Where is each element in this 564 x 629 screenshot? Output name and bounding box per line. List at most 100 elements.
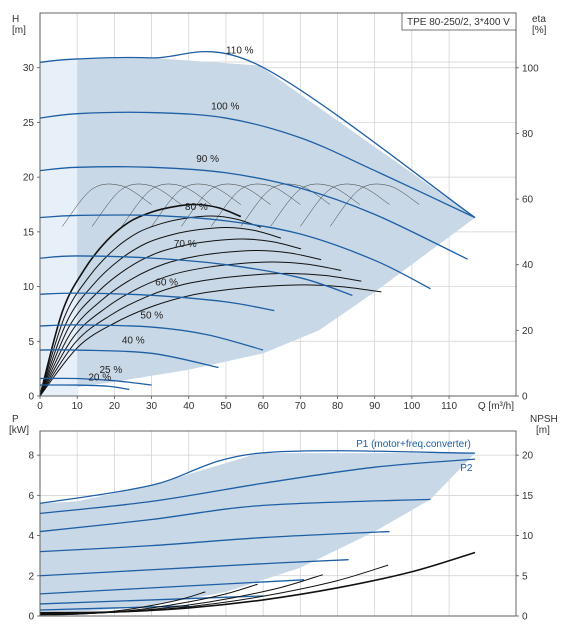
power-curve-line: [39, 559, 349, 577]
power-curve-line: [39, 498, 431, 533]
speed-curve-label: 40 %: [122, 335, 145, 346]
y-right-tick-label: 0: [522, 392, 528, 403]
x-axis-label: Q [m³/h]: [478, 401, 514, 412]
speed-curve-labels: 110 % 100 % 90 % 80 % 70 % 60 % 50 % 40 % 25 %20…: [88, 45, 253, 383]
x-tick-label: 50: [220, 401, 232, 412]
x-tick-label: 60: [258, 401, 270, 412]
power-chart-axes: 0 2 4 6 8 0 5 10 15 20 P[kW] NPSH[m]: [9, 414, 558, 623]
y-tick-label: 10: [23, 282, 35, 293]
y-right-tick-label: 60: [522, 195, 534, 206]
head-chart-axes: 0 5 10 15 20 25 30 0 20 40 60 80 100 0 10 20 30 40 50 60 70 8…: [12, 12, 547, 412]
speed-curve-line: [39, 255, 353, 296]
y-right-axis-unit: [m]: [536, 425, 550, 436]
x-tick-label: 20: [109, 401, 121, 412]
efficiency-line: [39, 215, 262, 397]
power-chart: 0 2 4 6 8 0 5 10 15 20 P[kW] NPSH[m] P1 (motor+freq…: [9, 414, 558, 623]
power-curve-line: [39, 450, 476, 505]
efficiency-arc: [91, 183, 182, 227]
speed-curves: [39, 51, 476, 391]
y-tick-label: 6: [28, 491, 34, 502]
x-tick-label: 30: [146, 401, 158, 412]
y-right-tick-label: 20: [522, 326, 534, 337]
x-tick-label: 40: [183, 401, 195, 412]
y-tick-label: 20: [23, 173, 35, 184]
y-right-tick-label: 20: [522, 451, 534, 462]
speed-curve-line: [39, 324, 264, 351]
efficiency-line: [39, 226, 282, 397]
speed-curve-label: 20 %: [88, 373, 111, 384]
efficiency-arc: [151, 183, 241, 227]
y-axis-unit: [kW]: [9, 425, 29, 436]
y-axis-label: H: [12, 14, 19, 25]
efficiency-arc: [270, 183, 360, 227]
y-right-tick-label: 0: [522, 612, 528, 623]
y-tick-label: 8: [28, 451, 34, 462]
efficiency-line: [39, 272, 362, 397]
y-right-tick-label: 80: [522, 129, 534, 140]
y-right-tick-label: 15: [522, 491, 534, 502]
plot-frame: [39, 12, 517, 397]
low-flow-region: [40, 58, 78, 397]
power-curve-line: [39, 530, 390, 553]
speed-curve-label: 70 %: [174, 239, 197, 250]
speed-curve-label: 25 %: [100, 365, 123, 376]
speed-curve-line: [39, 51, 476, 219]
speed-curve-label: 100 %: [211, 101, 239, 112]
speed-curve-line: [39, 377, 152, 386]
x-tick-label: 70: [295, 401, 307, 412]
power-curve-line: [39, 605, 189, 611]
speed-curve-label: 60 %: [155, 277, 178, 288]
speed-curve-line: [39, 166, 468, 260]
y-tick-label: 0: [28, 612, 34, 623]
y-tick-label: 2: [28, 571, 34, 582]
efficiency-line: [39, 261, 342, 397]
x-tick-label: 110: [441, 401, 457, 412]
efficiency-line: [39, 238, 302, 397]
npsh-line-secondary: [39, 591, 206, 616]
y-right-axis-label: NPSH: [530, 414, 558, 425]
speed-curve-line: [39, 349, 219, 369]
operating-envelope: [40, 57, 476, 396]
power-curves: [39, 450, 476, 611]
x-tick-label: 90: [369, 401, 381, 412]
plot-frame: [39, 430, 517, 617]
y-right-axis-label: eta: [532, 14, 546, 25]
speed-curve-line: [39, 111, 476, 219]
speed-curve-line: [39, 214, 431, 290]
efficiency-arc: [210, 183, 301, 227]
chart-title-box: [401, 12, 517, 31]
x-tick-label: 10: [72, 401, 84, 412]
efficiency-arc: [121, 183, 212, 227]
efficiency-arc: [329, 183, 420, 227]
x-tick-label: 80: [332, 401, 344, 412]
y-axis-unit: [m]: [12, 25, 26, 36]
power-curve-label: P1 (motor+freq.converter): [356, 439, 471, 450]
speed-curve-line: [39, 292, 275, 312]
y-right-tick-label: 100: [522, 63, 539, 74]
y-axis-label: P: [12, 414, 19, 425]
y-tick-label: 0: [28, 392, 34, 403]
speed-curve-label: 110 %: [226, 45, 254, 56]
y-right-axis-unit: [%]: [532, 25, 547, 36]
head-chart: 0 5 10 15 20 25 30 0 20 40 60 80 100 0 10 20 30 40 50 60 70 8…: [12, 12, 547, 412]
power-curve-labels: P1 (motor+freq.converter) P2: [356, 439, 473, 474]
y-right-tick-label: 5: [522, 571, 528, 582]
speed-curve-label: 90 %: [196, 154, 219, 165]
x-tick-label: 100: [404, 401, 421, 412]
efficiency-line: [39, 203, 242, 397]
y-right-tick-label: 10: [522, 531, 534, 542]
speed-curve-label: 50 %: [140, 310, 163, 321]
power-curve-line: [39, 579, 305, 595]
power-curve-line: [39, 458, 476, 515]
y-tick-label: 15: [23, 227, 35, 238]
efficiency-arc: [181, 183, 271, 227]
efficiency-arc: [300, 183, 390, 227]
speed-curve-line: [39, 384, 130, 391]
y-right-tick-label: 40: [522, 260, 534, 271]
y-tick-label: 25: [23, 118, 35, 129]
power-curve-label: P2: [460, 463, 473, 474]
chart-title: TPE 80-250/2, 3*400 V: [407, 17, 510, 28]
efficiency-arc: [62, 183, 152, 227]
speed-curve-label: 80 %: [185, 202, 208, 213]
